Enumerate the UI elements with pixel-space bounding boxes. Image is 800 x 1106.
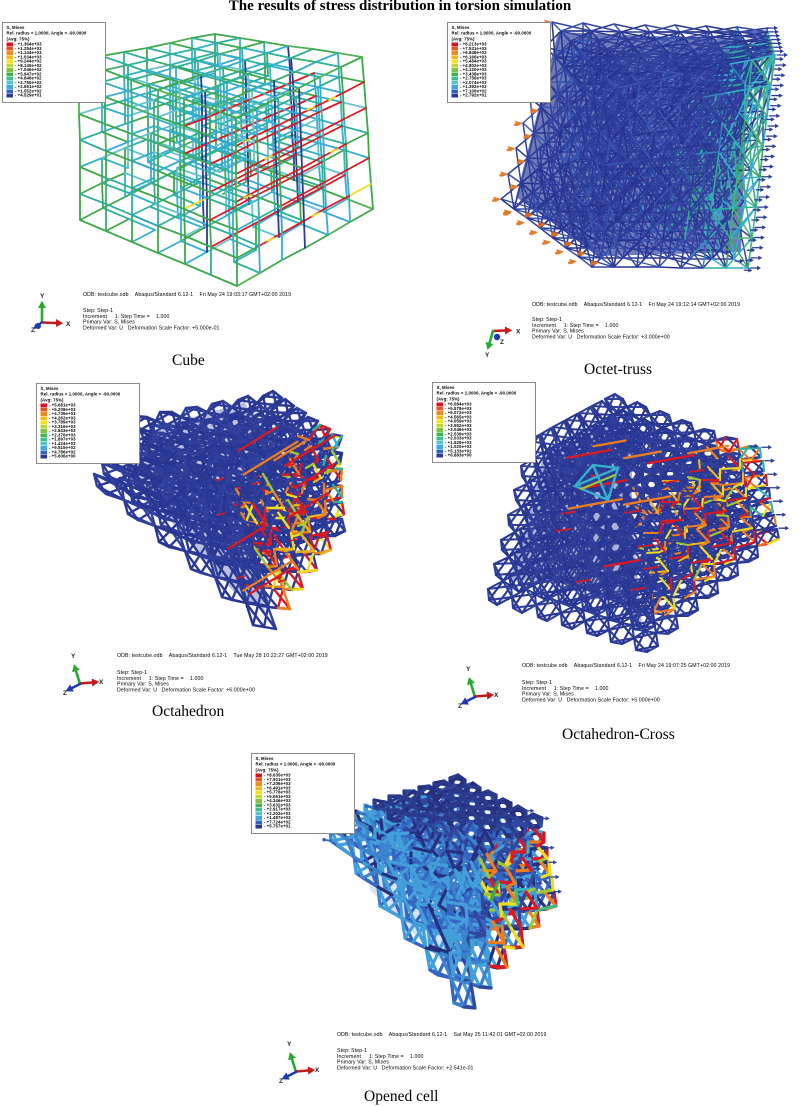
- svg-text:Y: Y: [40, 293, 45, 300]
- svg-text:Y: Y: [71, 653, 76, 660]
- svg-text:Z: Z: [63, 690, 67, 697]
- svg-text:Z: Z: [500, 339, 504, 346]
- svg-text:X: X: [315, 1067, 320, 1074]
- svg-text:Z: Z: [458, 703, 462, 710]
- svg-text:X: X: [516, 329, 521, 336]
- svg-text:X: X: [99, 679, 104, 686]
- svg-text:Z: Z: [279, 1078, 283, 1085]
- svg-text:X: X: [66, 321, 71, 328]
- svg-text:Y: Y: [466, 666, 471, 673]
- svg-text:X: X: [494, 692, 499, 699]
- svg-text:Y: Y: [287, 1041, 292, 1048]
- svg-text:Y: Y: [485, 352, 490, 359]
- svg-text:Z: Z: [31, 327, 35, 334]
